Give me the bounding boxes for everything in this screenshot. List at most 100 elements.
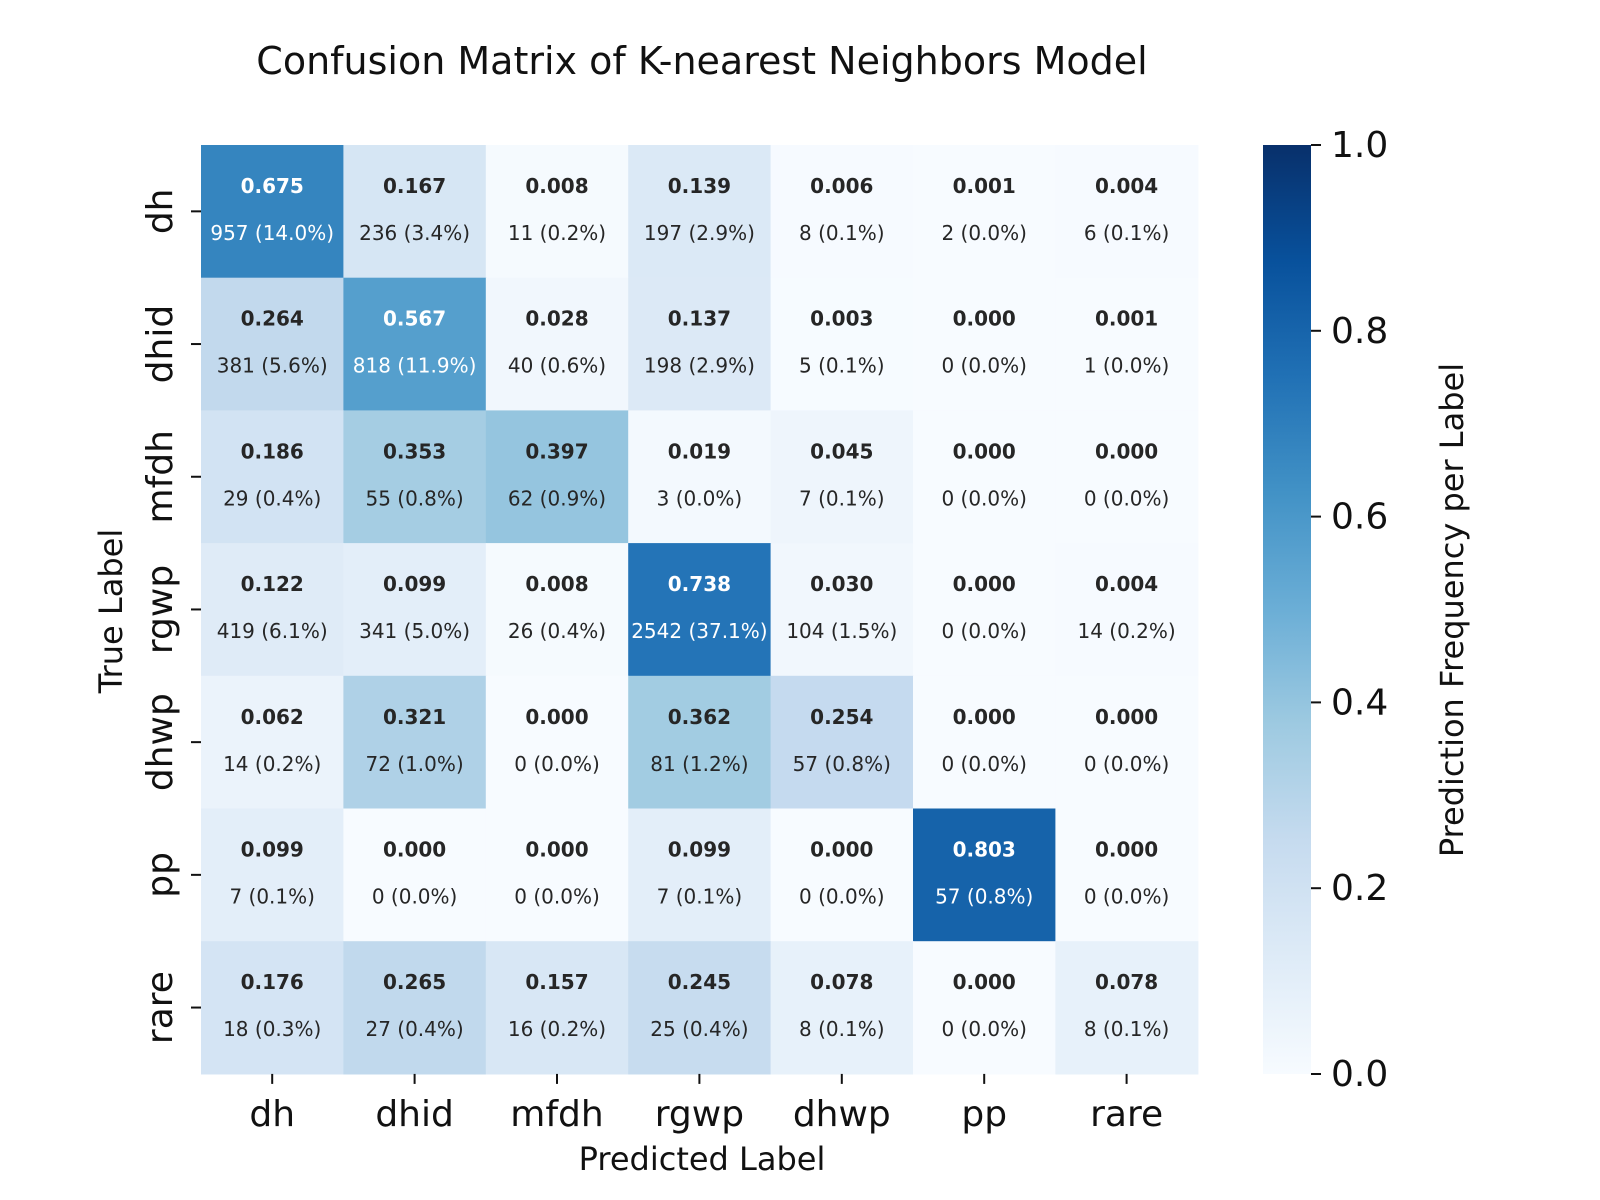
cell-value-label: 0.001 [953, 174, 1016, 198]
cell-count-label: 0 (0.0%) [1084, 885, 1170, 909]
cell-count-label: 62 (0.9%) [508, 486, 606, 510]
x-axis-ticks: dh dhid mfdh rgwp dhwp pp rare [249, 1073, 1163, 1135]
cell-value-label: 0.001 [1095, 307, 1158, 331]
cell-count-label: 6 (0.1%) [1084, 221, 1170, 245]
x-tick-label: dhid [375, 1094, 454, 1135]
cell-count-label: 0 (0.0%) [372, 885, 458, 909]
cell-value-label: 0.008 [525, 174, 588, 198]
heatmap-cell [485, 410, 629, 544]
cell-value-label: 0.019 [668, 439, 731, 463]
heatmap-cell [201, 941, 344, 1075]
cell-count-label: 5 (0.1%) [799, 354, 885, 378]
cell-count-label: 14 (0.2%) [1077, 619, 1175, 643]
cell-count-label: 18 (0.3%) [223, 1017, 321, 1041]
y-tick-label: rgwp [140, 565, 181, 654]
heatmap-cell [343, 675, 487, 810]
heatmap-cell [201, 675, 344, 810]
cell-value-label: 0.186 [241, 439, 304, 463]
cell-value-label: 0.167 [383, 174, 446, 198]
cell-count-label: 57 (0.8%) [793, 752, 891, 776]
cell-count-label: 7 (0.1%) [229, 885, 315, 909]
cell-value-label: 0.000 [953, 572, 1016, 596]
cell-value-label: 0.264 [241, 307, 304, 331]
cell-value-label: 0.738 [668, 572, 731, 596]
cell-count-label: 381 (5.6%) [217, 354, 328, 378]
cell-value-label: 0.122 [241, 572, 304, 596]
cell-value-label: 0.000 [1095, 439, 1158, 463]
cell-value-label: 0.003 [810, 307, 873, 331]
cell-value-label: 0.000 [953, 705, 1016, 729]
heatmap-cell [201, 145, 344, 279]
cell-count-label: 818 (11.9%) [353, 354, 477, 378]
cell-count-label: 957 (14.0%) [210, 221, 334, 245]
y-axis-ticks: dh dhid mfdh rgwp dhwp pp rare [140, 189, 201, 1044]
heatmap-cell [485, 941, 629, 1075]
cell-count-label: 8 (0.1%) [799, 221, 885, 245]
heatmap-cell [343, 808, 487, 942]
colorbar-label: Prediction Frequency per Label [1433, 363, 1471, 857]
heatmap-cell [628, 808, 772, 942]
cell-count-label: 419 (6.1%) [217, 619, 328, 643]
cell-count-label: 341 (5.0%) [359, 619, 470, 643]
cell-value-label: 0.004 [1095, 572, 1158, 596]
cell-count-label: 0 (0.0%) [941, 619, 1027, 643]
cell-value-label: 0.137 [668, 307, 731, 331]
cell-count-label: 198 (2.9%) [644, 354, 755, 378]
cell-count-label: 29 (0.4%) [223, 486, 321, 510]
heatmap-cell [628, 543, 772, 677]
cell-value-label: 0.176 [241, 970, 304, 994]
cell-count-label: 81 (1.2%) [650, 752, 748, 776]
cell-value-label: 0.078 [810, 970, 873, 994]
cell-value-label: 0.321 [383, 705, 446, 729]
x-tick-label: mfdh [510, 1094, 603, 1135]
cell-count-label: 72 (1.0%) [365, 752, 463, 776]
heatmap-cell [628, 410, 772, 544]
cell-count-label: 8 (0.1%) [799, 1017, 885, 1041]
cell-value-label: 0.000 [525, 838, 588, 862]
cell-value-label: 0.675 [241, 174, 304, 198]
x-tick-label: rare [1090, 1094, 1163, 1135]
cell-count-label: 0 (0.0%) [941, 486, 1027, 510]
heatmap-cells: 0.675 957 (14.0%) 0.167 236 (3.4%) 0.008 11 (… [201, 145, 1199, 1075]
cell-count-label: 2542 (37.1%) [631, 619, 767, 643]
x-axis-label: Predicted Label [579, 1140, 826, 1178]
heatmap-cell [628, 145, 772, 279]
heatmap-cell [201, 543, 344, 677]
cell-value-label: 0.008 [525, 572, 588, 596]
heatmap-cell [770, 941, 914, 1075]
cell-count-label: 3 (0.0%) [657, 486, 743, 510]
cell-count-label: 236 (3.4%) [359, 221, 470, 245]
cell-count-label: 2 (0.0%) [941, 221, 1027, 245]
cell-count-label: 0 (0.0%) [514, 752, 600, 776]
cell-count-label: 16 (0.2%) [508, 1017, 606, 1041]
y-tick-label: pp [140, 852, 181, 898]
heatmap-cell [913, 941, 1056, 1075]
cell-count-label: 7 (0.1%) [799, 486, 885, 510]
heatmap-cell [913, 277, 1056, 411]
heatmap-cell [485, 543, 629, 677]
colorbar-tick-label: 0.4 [1331, 682, 1388, 723]
heatmap-cell [913, 808, 1056, 942]
cell-value-label: 0.265 [383, 970, 446, 994]
cell-count-label: 0 (0.0%) [799, 885, 885, 909]
chart-title: Confusion Matrix of K-nearest Neighbors … [256, 39, 1147, 83]
cell-value-label: 0.000 [953, 970, 1016, 994]
heatmap-cell [1055, 543, 1199, 677]
cell-value-label: 0.000 [953, 439, 1016, 463]
x-tick-label: pp [961, 1094, 1007, 1135]
cell-value-label: 0.353 [383, 439, 446, 463]
heatmap-cell [485, 675, 629, 810]
colorbar-tick-label: 0.8 [1331, 311, 1388, 352]
heatmap-cell [1055, 675, 1199, 810]
y-tick-label: dh [140, 189, 181, 235]
cell-value-label: 0.803 [953, 838, 1016, 862]
heatmap-cell [1055, 145, 1199, 279]
heatmap-cell [628, 675, 772, 810]
heatmap-cell [1055, 277, 1199, 411]
heatmap-cell [343, 145, 487, 279]
cell-count-label: 26 (0.4%) [508, 619, 606, 643]
y-tick-label: dhwp [140, 693, 181, 791]
heatmap-cell [201, 410, 344, 544]
heatmap-cell [913, 410, 1056, 544]
